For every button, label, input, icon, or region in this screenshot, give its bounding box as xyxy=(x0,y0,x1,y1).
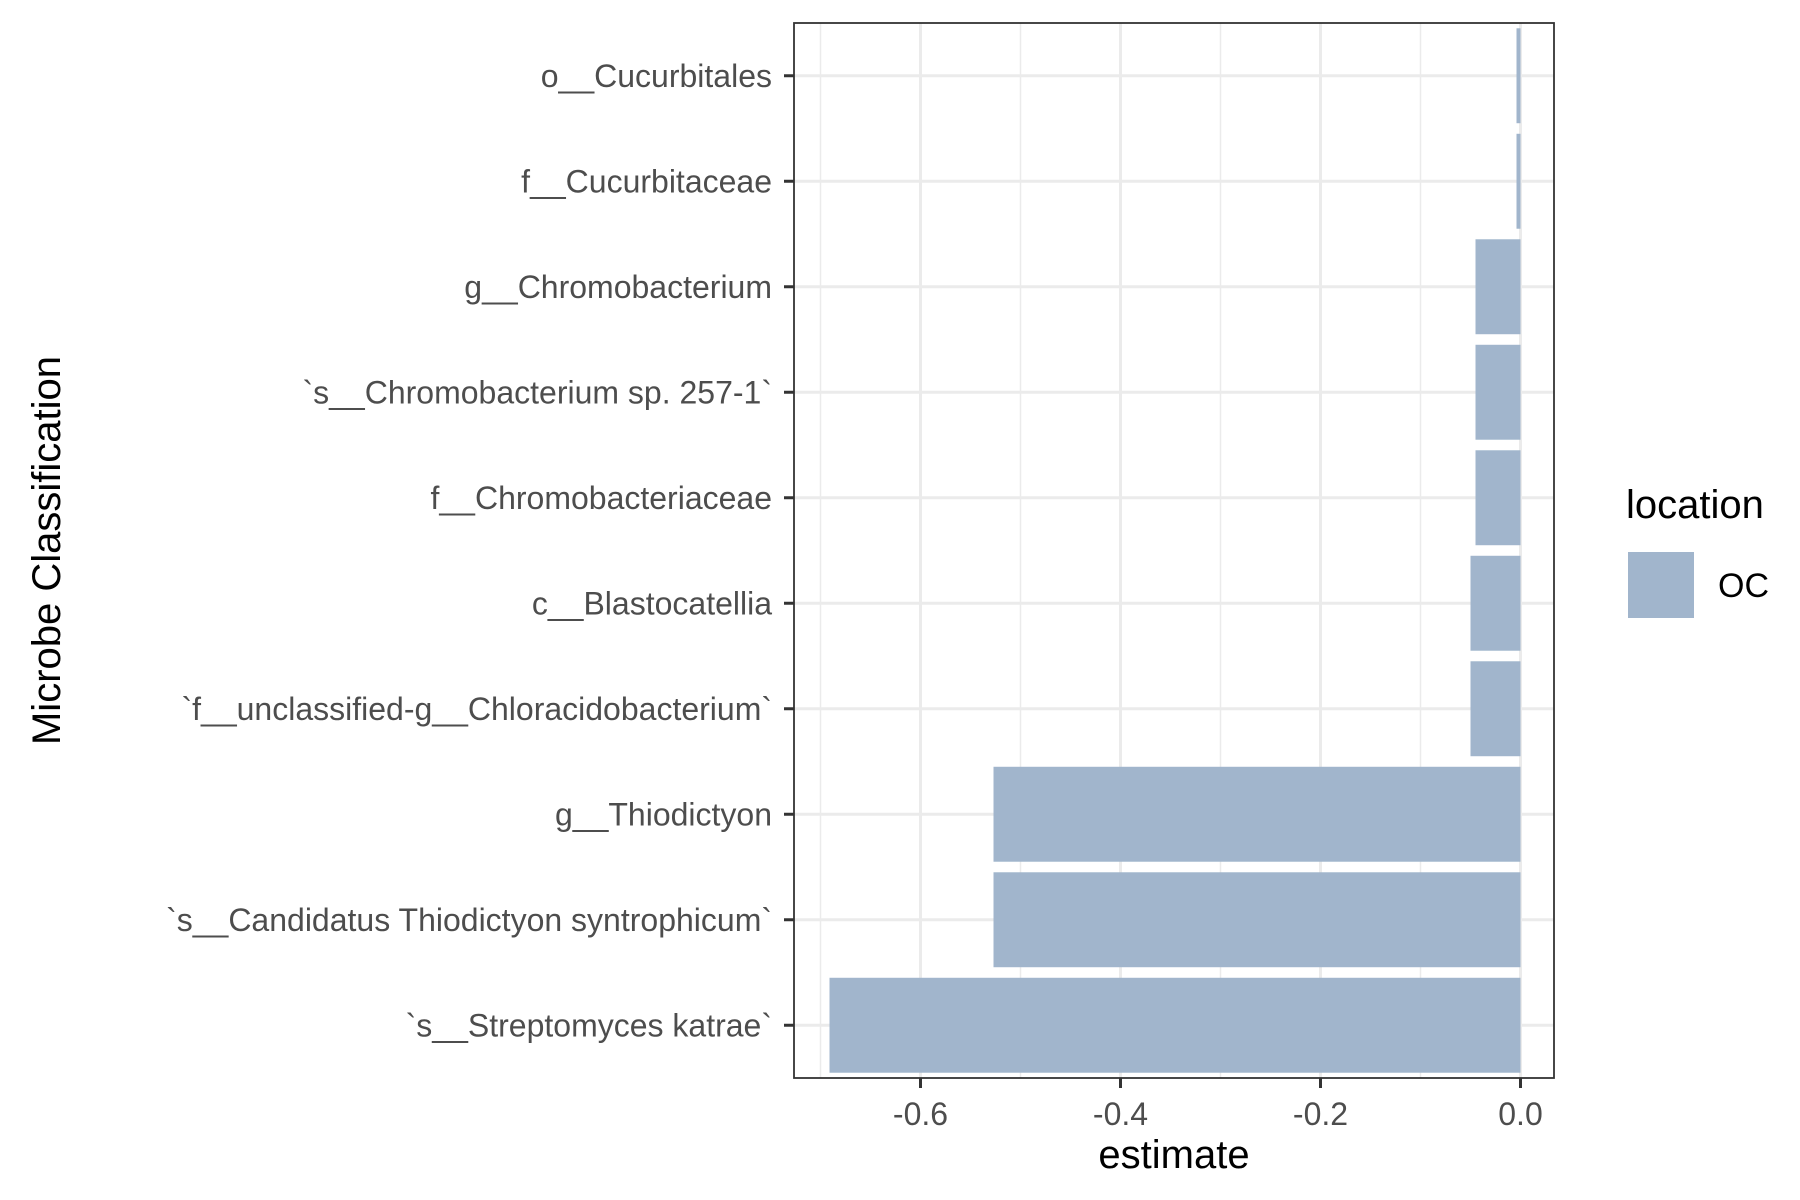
y-axis: o__Cucurbitales f__Cucurbitaceae g__Chromo… xyxy=(166,58,794,1043)
x-tick-label: -0.6 xyxy=(893,1096,948,1132)
y-tick-label: f__Chromobacteriaceae xyxy=(430,480,772,516)
y-tick-label: o__Cucurbitales xyxy=(541,58,772,94)
bars xyxy=(829,28,1521,1073)
y-tick-label: `s__Candidatus Thiodictyon syntrophicum` xyxy=(166,902,772,938)
x-axis-title: estimate xyxy=(1098,1133,1249,1177)
legend: location OC xyxy=(1626,483,1769,618)
bar xyxy=(1516,28,1521,124)
x-tick-label: -0.4 xyxy=(1093,1096,1148,1132)
y-axis-title: Microbe Classification xyxy=(25,356,69,745)
bar xyxy=(1475,344,1521,440)
bar xyxy=(1475,450,1521,546)
bar xyxy=(993,872,1521,968)
y-tick-label: `s__Streptomyces katrae` xyxy=(406,1007,772,1043)
legend-title: location xyxy=(1626,483,1764,527)
bar xyxy=(1475,239,1521,335)
y-tick-label: f__Cucurbitaceae xyxy=(521,163,772,199)
x-axis: -0.6 -0.4 -0.2 0.0 xyxy=(893,1078,1543,1132)
bar xyxy=(1470,555,1521,651)
y-tick-label: g__Thiodictyon xyxy=(555,796,772,832)
panel-border xyxy=(793,22,1555,1079)
bar xyxy=(1470,661,1521,757)
y-tick-label: `f__unclassified-g__Chloracidobacterium` xyxy=(181,691,772,727)
bar xyxy=(1516,133,1521,229)
y-tick-label: `s__Chromobacterium sp. 257-1` xyxy=(302,374,772,410)
panel-border-rect xyxy=(793,22,1555,1079)
legend-label-oc: OC xyxy=(1718,567,1769,605)
y-tick-label: c__Blastocatellia xyxy=(532,585,772,621)
bar xyxy=(993,766,1521,862)
y-tick-label: g__Chromobacterium xyxy=(464,269,772,305)
x-tick-label: -0.2 xyxy=(1293,1096,1348,1132)
legend-key-oc xyxy=(1628,552,1694,618)
bar xyxy=(829,977,1521,1073)
x-tick-label: 0.0 xyxy=(1498,1096,1542,1132)
